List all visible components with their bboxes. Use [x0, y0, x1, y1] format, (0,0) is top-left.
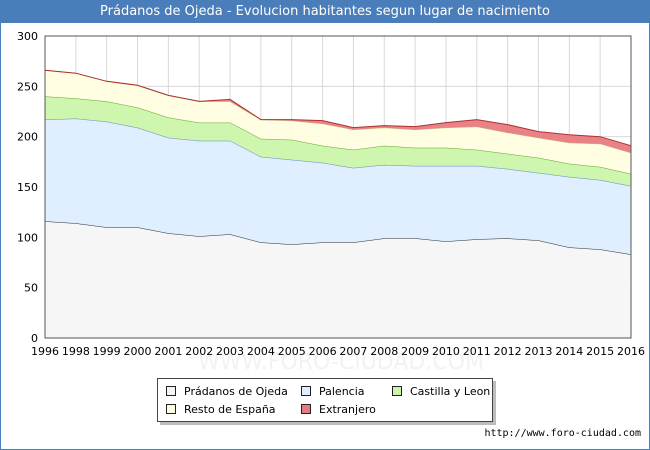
x-tick-label: 2008: [370, 345, 398, 358]
legend-swatch: [301, 404, 311, 414]
legend-item-resto: Resto de España: [166, 403, 276, 417]
plot-border: [44, 35, 632, 339]
x-tick-label: 2014: [555, 345, 583, 358]
x-tick-label: 2010: [432, 345, 460, 358]
source-url[interactable]: http://www.foro-ciudad.com: [484, 428, 641, 439]
legend-label: Castilla y Leon: [410, 385, 491, 398]
line-series-1: [44, 117, 632, 187]
legend-label: Extranjero: [319, 403, 376, 416]
legend-label: Resto de España: [184, 403, 276, 416]
y-tick-label: 50: [24, 282, 38, 295]
x-tick-label: 2001: [154, 345, 182, 358]
area-series-2: [45, 96, 631, 186]
x-tick-label: 2000: [124, 345, 152, 358]
x-tick-label: 2015: [586, 345, 614, 358]
y-tick-label: 0: [31, 332, 38, 345]
x-tick-label: 2006: [309, 345, 337, 358]
series-areas: [44, 69, 632, 338]
x-tick-label: 2013: [524, 345, 552, 358]
legend-label: Prádanos de Ojeda: [184, 385, 288, 398]
legend-swatch: [166, 386, 176, 396]
x-tick-label: 1998: [62, 345, 90, 358]
x-tick-label: 1996: [31, 345, 59, 358]
legend-item-pradanos: Prádanos de Ojeda: [166, 385, 288, 399]
area-series-3: [45, 70, 631, 174]
watermark: WWW.FORO-CIUDAD.COM: [198, 350, 484, 375]
x-tick-label: 2012: [494, 345, 522, 358]
legend: Prádanos de Ojeda Palencia Castilla y Le…: [157, 378, 493, 422]
x-tick-label: 2009: [401, 345, 429, 358]
area-series-0: [45, 221, 631, 338]
y-tick-label: 300: [17, 30, 38, 43]
line-series-4: [44, 69, 632, 147]
x-tick-label: 2003: [216, 345, 244, 358]
y-tick-label: 250: [17, 80, 38, 93]
legend-swatch: [392, 386, 402, 396]
x-tick-label: 2011: [463, 345, 491, 358]
chart-title: Prádanos de Ojeda - Evolucion habitantes…: [1, 1, 649, 23]
y-tick-label: 200: [17, 131, 38, 144]
legend-item-palencia: Palencia: [301, 385, 365, 399]
x-tick-label: 2002: [185, 345, 213, 358]
y-tick-label: 150: [17, 181, 38, 194]
x-tick-label: 2007: [339, 345, 367, 358]
x-tick-label: 2004: [247, 345, 275, 358]
legend-swatch: [301, 386, 311, 396]
y-tick-label: 100: [17, 231, 38, 244]
x-tick-label: 1999: [93, 345, 121, 358]
legend-item-extranjero: Extranjero: [301, 403, 376, 417]
x-tick-label: 2016: [617, 345, 645, 358]
legend-label: Palencia: [319, 385, 365, 398]
chart-plot: WWW.FORO-CIUDAD.COM 0 50 100 150 200 250 300 19…: [17, 30, 645, 375]
x-tick-label: 2005: [278, 345, 306, 358]
legend-item-castilla: Castilla y Leon: [392, 385, 490, 399]
legend-swatch: [166, 404, 176, 414]
area-series-1: [45, 118, 631, 255]
